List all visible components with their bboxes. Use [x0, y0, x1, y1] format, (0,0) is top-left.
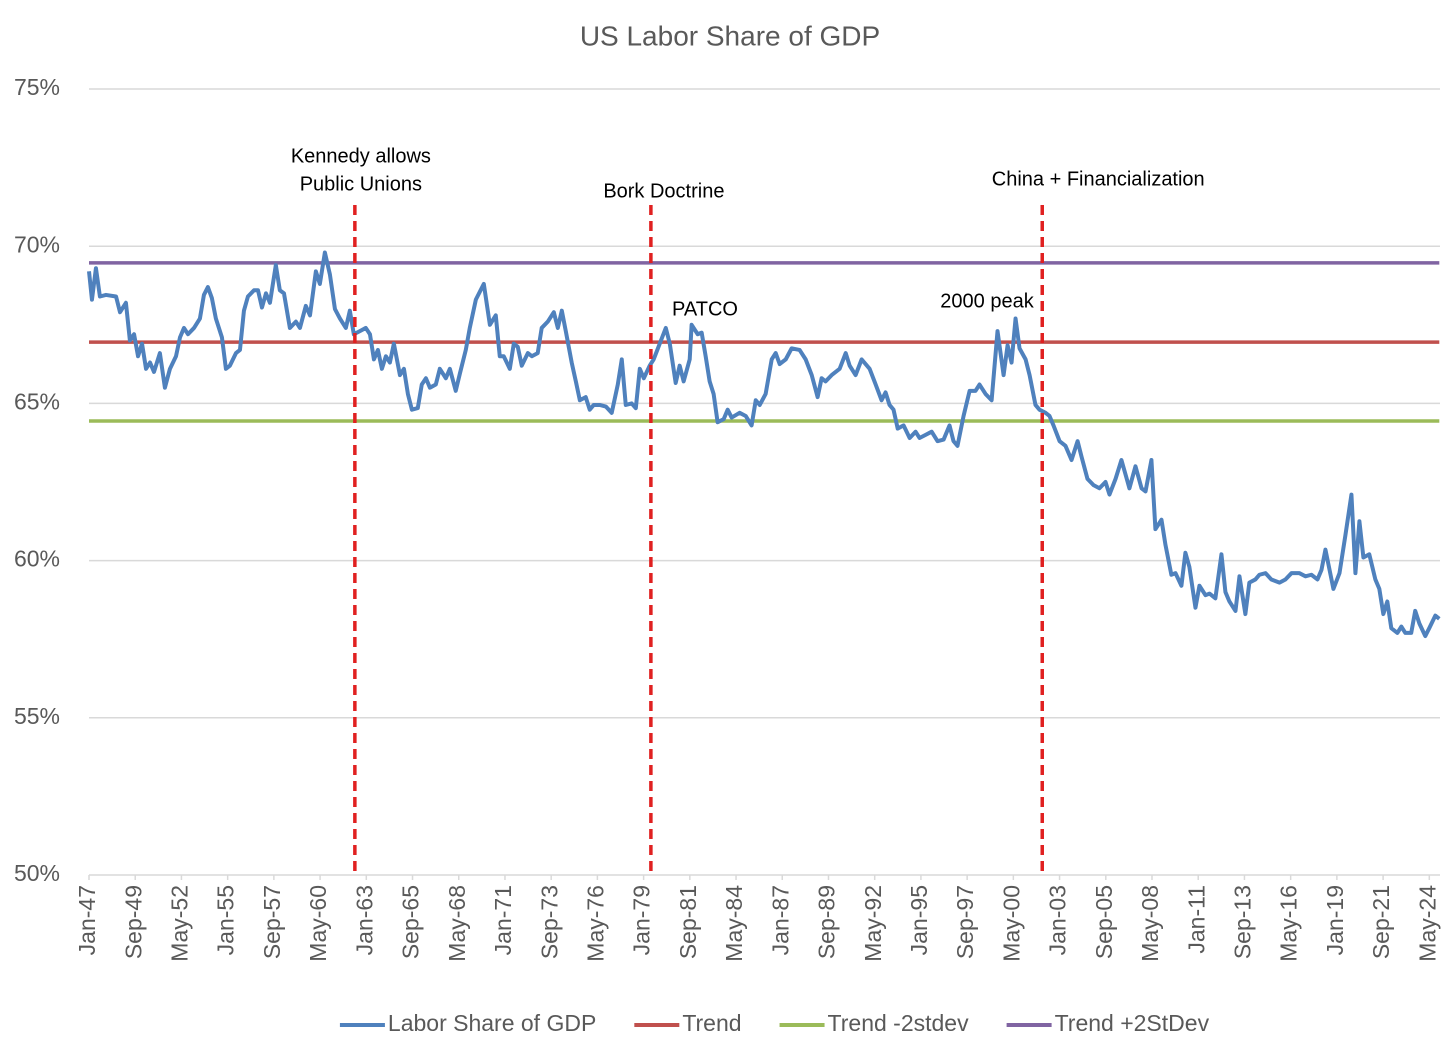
- y-tick-label: 50%: [14, 860, 60, 886]
- x-tick-label: May-24: [1414, 885, 1440, 962]
- x-tick-label: May-76: [582, 885, 608, 962]
- x-tick-label: Jan-79: [629, 885, 655, 955]
- legend-label: Trend +2StDev: [1055, 1010, 1210, 1036]
- x-tick-label: May-16: [1276, 885, 1302, 962]
- x-tick-label: Sep-65: [398, 885, 424, 959]
- x-tick-label: Sep-21: [1368, 885, 1394, 959]
- event-label: Kennedy allows: [291, 145, 431, 167]
- legend-label: Labor Share of GDP: [388, 1010, 596, 1036]
- x-tick-label: May-68: [444, 885, 470, 962]
- x-tick-label: Jan-55: [213, 885, 239, 955]
- x-tick-label: Jan-03: [1045, 885, 1071, 955]
- y-tick-label: 70%: [14, 231, 60, 257]
- x-tick-label: May-08: [1137, 885, 1163, 962]
- x-tick-label: May-60: [305, 885, 331, 962]
- x-tick-label: Sep-13: [1230, 885, 1256, 959]
- x-tick-label: May-84: [721, 885, 747, 962]
- x-tick-label: Jan-71: [490, 885, 516, 955]
- x-tick-label: May-92: [860, 885, 886, 962]
- chart-title: US Labor Share of GDP: [580, 20, 880, 51]
- legend-label: Trend -2stdev: [828, 1010, 970, 1036]
- x-tick-label: Jan-87: [767, 885, 793, 955]
- x-tick-label: Jan-63: [351, 885, 377, 955]
- y-tick-label: 60%: [14, 546, 60, 572]
- legend-label: Trend: [682, 1010, 741, 1036]
- x-tick-label: Sep-97: [952, 885, 978, 959]
- x-tick-label: Sep-05: [1091, 885, 1117, 959]
- annotation: PATCO: [672, 298, 738, 320]
- x-tick-label: Sep-49: [120, 885, 146, 959]
- x-tick-label: Jan-19: [1322, 885, 1348, 955]
- annotation: 2000 peak: [940, 290, 1034, 312]
- x-tick-label: Jan-95: [906, 885, 932, 955]
- x-tick-label: Sep-89: [814, 885, 840, 959]
- event-label: Bork Doctrine: [603, 180, 724, 202]
- data-line: [87, 250, 1441, 639]
- x-tick-label: Jan-11: [1183, 885, 1209, 954]
- event-label: Public Unions: [300, 173, 422, 195]
- x-tick-label: May-00: [998, 885, 1024, 962]
- x-tick-label: Sep-81: [675, 885, 701, 959]
- y-tick-label: 55%: [14, 703, 60, 729]
- x-tick-label: Jan-47: [74, 885, 100, 955]
- x-tick-label: Sep-57: [259, 885, 285, 959]
- y-tick-label: 65%: [14, 388, 60, 414]
- y-tick-label: 75%: [14, 74, 60, 100]
- event-label: China + Financialization: [992, 168, 1205, 190]
- x-tick-label: May-52: [167, 885, 193, 962]
- x-tick-label: Sep-73: [536, 885, 562, 959]
